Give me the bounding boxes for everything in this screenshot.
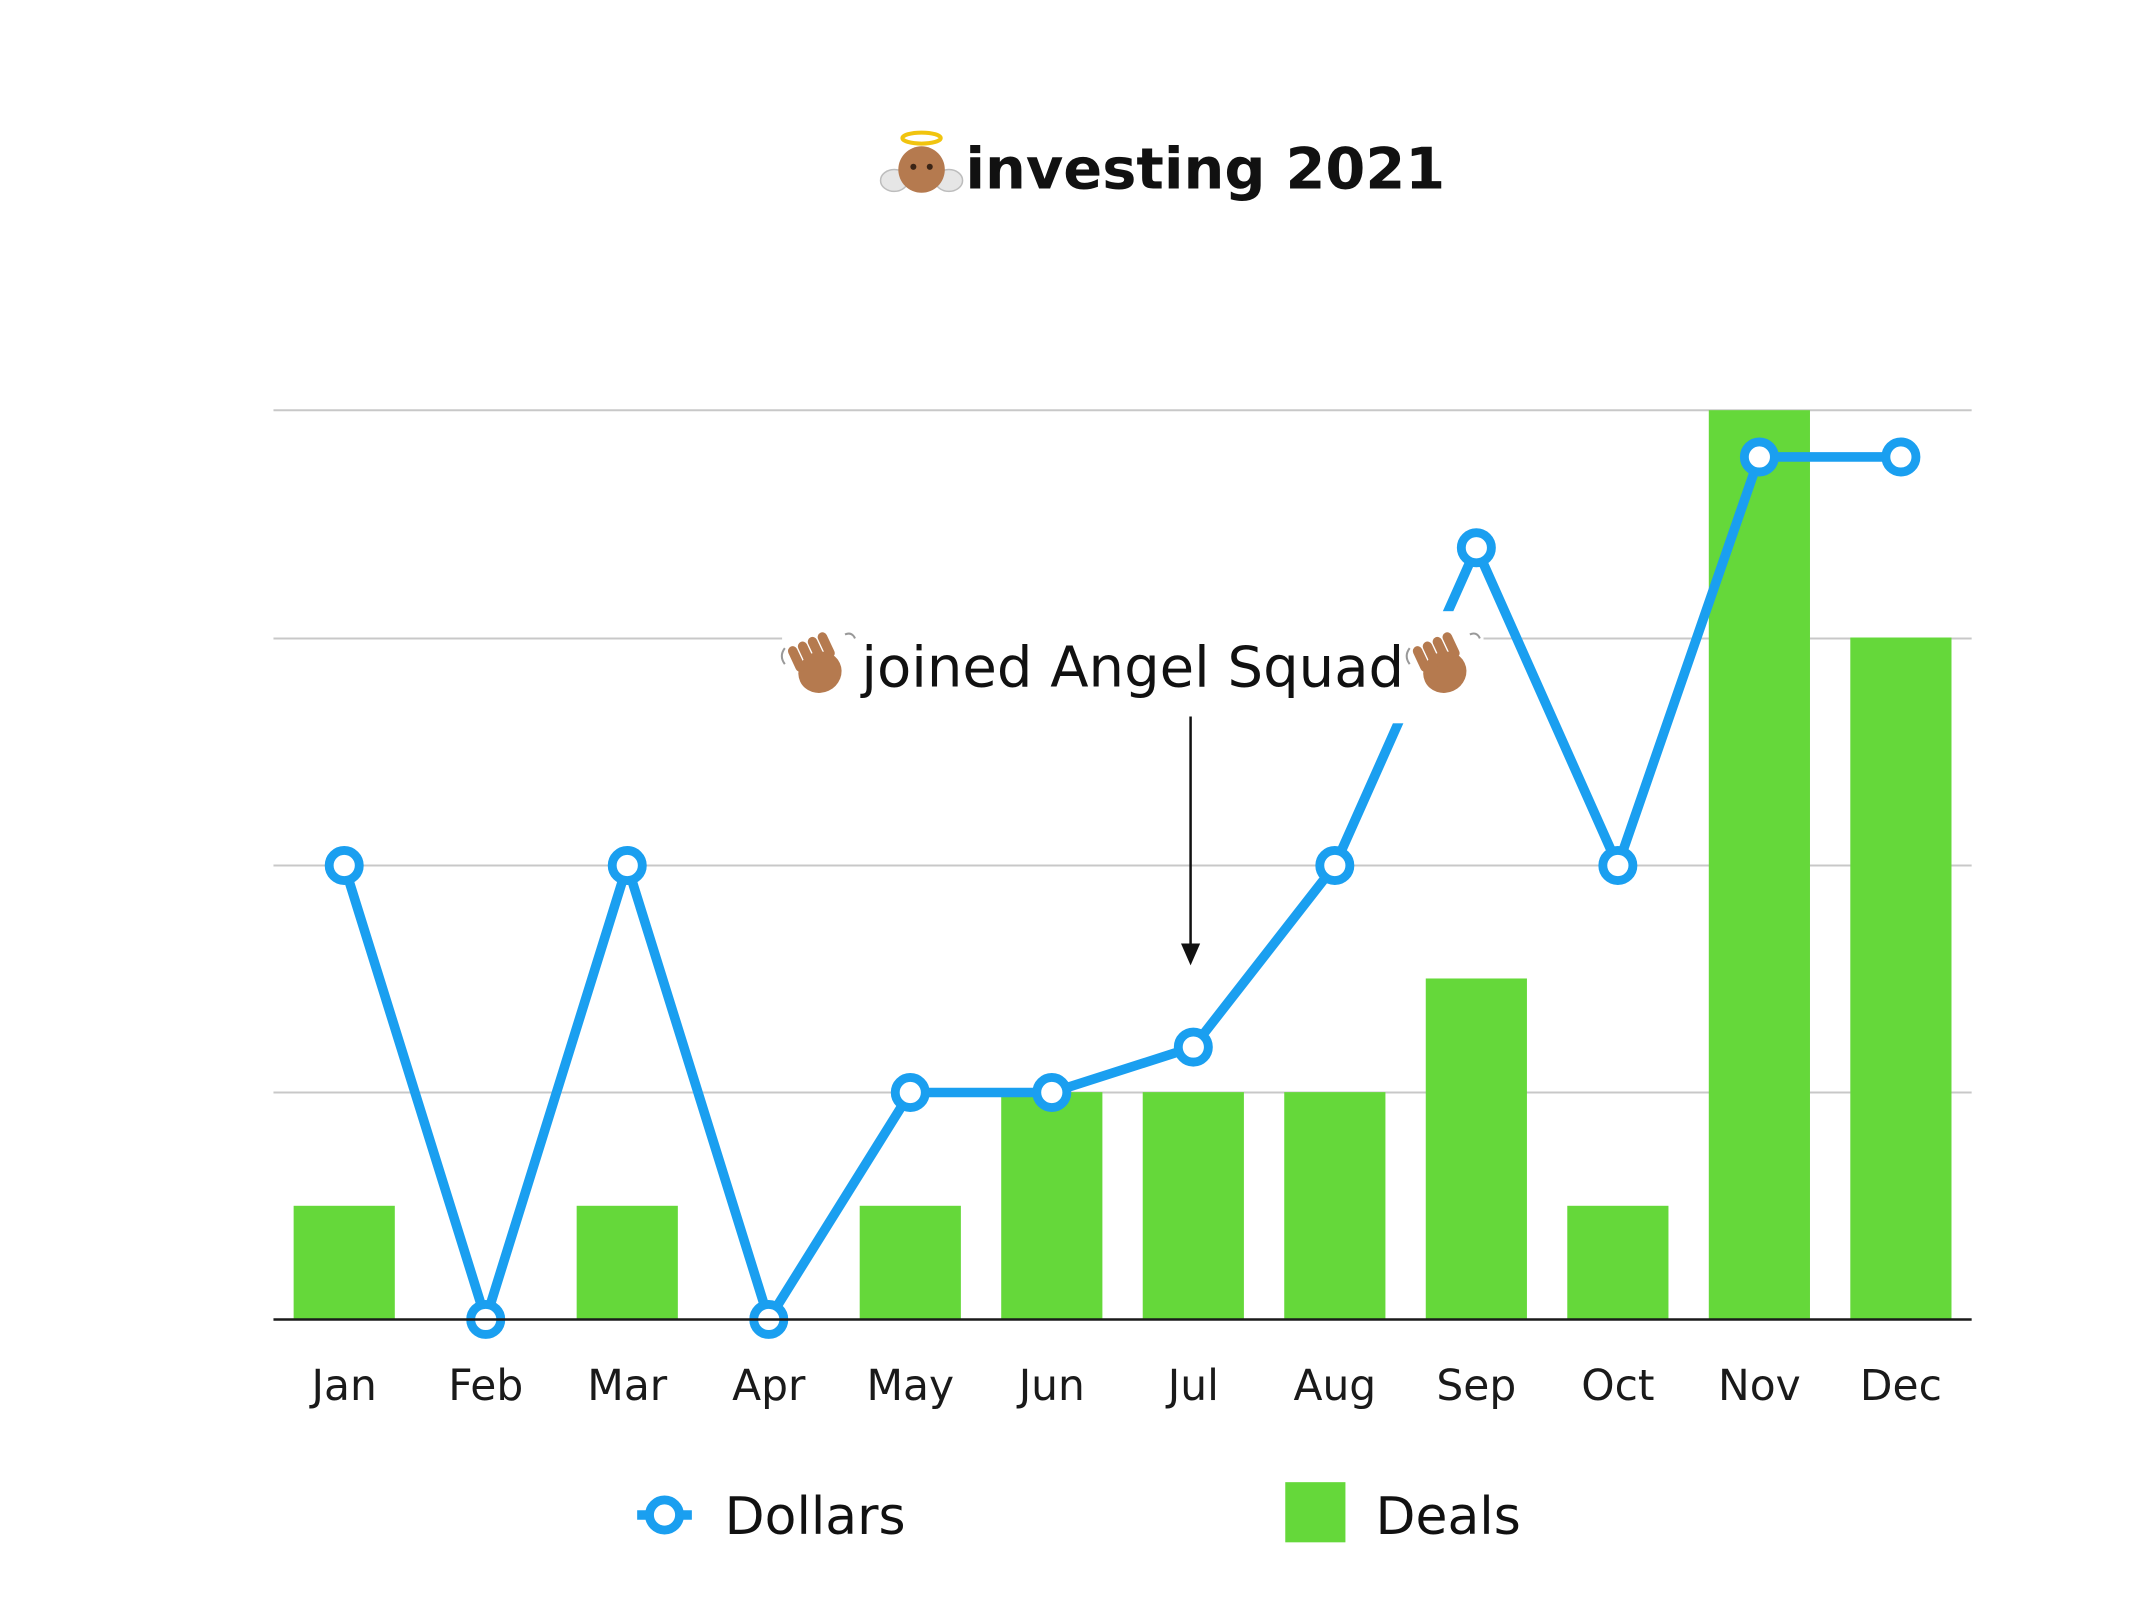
dollars-point-may <box>890 1072 930 1112</box>
dollars-line-series <box>324 437 1921 1339</box>
dollars-point-aug <box>1315 846 1355 885</box>
dollars-point-mar <box>607 846 647 885</box>
deals-bar-jul <box>1142 1092 1244 1320</box>
deals-bar-jan <box>293 1205 395 1320</box>
dollars-point-jan <box>324 846 364 885</box>
dollars-point-dec <box>1881 437 1921 477</box>
x-tick-label-aug: Aug <box>1293 1361 1376 1410</box>
x-tick-label-oct: Oct <box>1581 1361 1654 1410</box>
legend-dollars-marker <box>645 1495 684 1535</box>
x-tick-label-apr: Apr <box>732 1361 806 1410</box>
x-tick-label-jan: Jan <box>309 1361 377 1410</box>
deals-bar-jun <box>1001 1092 1103 1320</box>
deals-bar-aug <box>1284 1092 1386 1320</box>
dollars-point-nov <box>1739 437 1779 477</box>
annotation-label: joined Angel Squad <box>859 635 1404 700</box>
x-tick-label-mar: Mar <box>587 1361 668 1410</box>
dollars-point-sep <box>1456 528 1496 568</box>
deals-bar-dec <box>1850 637 1952 1320</box>
annotation-arrowhead <box>1181 943 1201 966</box>
annotation: joined Angel Squad <box>780 611 1484 966</box>
dollars-point-jul <box>1173 1027 1213 1067</box>
waving-hand-icon <box>780 632 856 693</box>
x-axis: Jan Feb Mar Apr May Jun Jul Aug Sep Oct Nov Dec <box>273 1318 1972 1410</box>
deals-bar-oct <box>1567 1205 1669 1320</box>
waving-hand-icon <box>1405 632 1481 693</box>
x-tick-label-sep: Sep <box>1436 1361 1516 1410</box>
legend: Dollars Deals <box>637 1482 1521 1547</box>
x-tick-label-jul: Jul <box>1165 1361 1219 1410</box>
x-tick-label-jun: Jun <box>1016 1361 1085 1410</box>
chart-title: investing 2021 <box>879 130 1445 203</box>
dollars-point-jun <box>1032 1072 1072 1112</box>
x-tick-label-may: May <box>866 1361 954 1410</box>
angel-icon <box>879 130 964 193</box>
legend-deals-swatch <box>1285 1482 1346 1543</box>
deals-bar-may <box>859 1205 961 1320</box>
x-tick-label-nov: Nov <box>1718 1361 1801 1410</box>
x-tick-label-feb: Feb <box>448 1361 523 1410</box>
legend-deals-label: Deals <box>1376 1487 1521 1547</box>
x-tick-label-dec: Dec <box>1860 1361 1942 1410</box>
chart-title-text: investing 2021 <box>965 136 1445 203</box>
legend-dollars-label: Dollars <box>725 1487 906 1547</box>
deals-bar-sep <box>1425 978 1527 1320</box>
dollars-line <box>339 452 1906 1325</box>
dollars-point-oct <box>1598 846 1638 885</box>
deals-bar-mar <box>576 1205 678 1320</box>
bars <box>293 410 1952 1320</box>
